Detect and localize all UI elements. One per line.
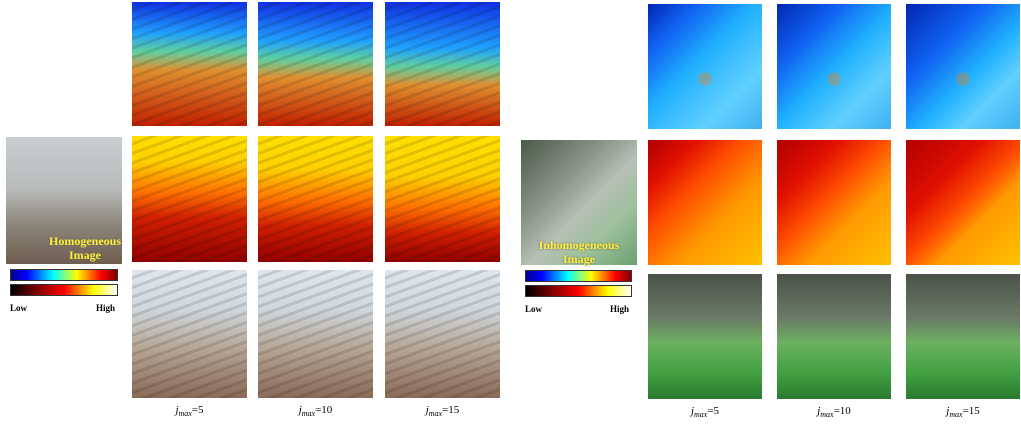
image-label: Homogeneous bbox=[25, 234, 145, 248]
column-label-setting: =10 bbox=[315, 404, 332, 416]
result-image bbox=[132, 136, 247, 262]
image-label: Inhomogeneous bbox=[519, 238, 639, 252]
colorbar-low: Low bbox=[10, 303, 27, 313]
colorbar-high: High bbox=[96, 303, 115, 313]
column-label: jmax=5 bbox=[655, 405, 755, 419]
result-image bbox=[906, 274, 1020, 399]
figure: HomogeneousImageLowHighjmax=5jmax=10jmax… bbox=[0, 0, 1021, 424]
colorbar-hot bbox=[525, 285, 632, 297]
colorbar-low: Low bbox=[525, 304, 542, 314]
image-label: Image bbox=[25, 248, 145, 262]
column-label-subscript: max bbox=[820, 410, 833, 419]
result-image bbox=[258, 136, 373, 262]
result-image bbox=[777, 4, 891, 129]
column-label: jmax=15 bbox=[913, 405, 1013, 419]
result-image bbox=[777, 140, 891, 265]
column-label-setting: =10 bbox=[834, 405, 851, 417]
colorbar-hot bbox=[10, 284, 118, 296]
result-image bbox=[777, 274, 891, 399]
result-image bbox=[258, 2, 373, 126]
column-label-subscript: max bbox=[302, 409, 315, 418]
column-label: jmax=5 bbox=[140, 404, 240, 418]
column-label: jmax=15 bbox=[393, 404, 493, 418]
column-label-subscript: max bbox=[429, 409, 442, 418]
column-label-subscript: max bbox=[179, 409, 192, 418]
result-image bbox=[132, 270, 247, 398]
colorbar-jet bbox=[525, 270, 632, 282]
column-label: jmax=10 bbox=[266, 404, 366, 418]
result-image bbox=[132, 2, 247, 126]
column-label: jmax=10 bbox=[784, 405, 884, 419]
colorbar-high: High bbox=[610, 304, 629, 314]
result-image bbox=[906, 4, 1020, 129]
column-label-setting: =15 bbox=[442, 404, 459, 416]
result-image bbox=[258, 270, 373, 398]
image-label: Image bbox=[519, 252, 639, 266]
result-image bbox=[648, 140, 762, 265]
colorbar-jet bbox=[10, 269, 118, 281]
column-label-setting: =5 bbox=[192, 404, 204, 416]
result-image bbox=[648, 274, 762, 399]
result-image bbox=[385, 136, 500, 262]
result-image bbox=[648, 4, 762, 129]
column-label-subscript: max bbox=[694, 410, 707, 419]
result-image bbox=[906, 140, 1020, 265]
column-label-subscript: max bbox=[949, 410, 962, 419]
result-image bbox=[385, 2, 500, 126]
column-label-setting: =15 bbox=[963, 405, 980, 417]
result-image bbox=[385, 270, 500, 398]
column-label-setting: =5 bbox=[707, 405, 719, 417]
